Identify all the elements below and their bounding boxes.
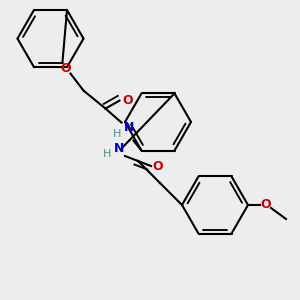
Text: N: N bbox=[124, 121, 135, 134]
Text: N: N bbox=[114, 142, 124, 154]
Text: O: O bbox=[60, 62, 71, 75]
Text: O: O bbox=[153, 160, 163, 172]
Text: H: H bbox=[103, 149, 111, 159]
Text: O: O bbox=[122, 94, 133, 107]
Text: H: H bbox=[113, 129, 122, 139]
Text: O: O bbox=[261, 199, 271, 212]
